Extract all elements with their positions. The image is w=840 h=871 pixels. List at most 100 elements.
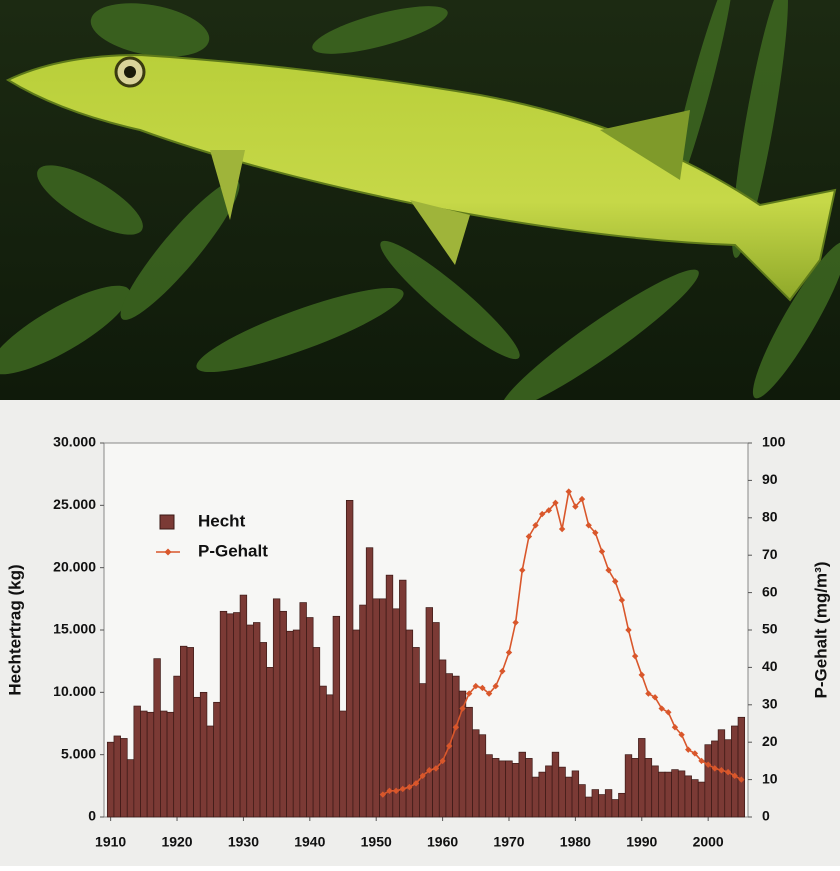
point (718, 767, 725, 774)
point (386, 787, 393, 795)
bar (126, 759, 135, 818)
bar (392, 608, 400, 818)
bar (485, 754, 493, 818)
photo (0, 0, 840, 411)
bar (511, 763, 520, 818)
bar (584, 796, 593, 818)
point (412, 780, 420, 787)
bar (160, 710, 168, 818)
legend: Hecht P-Gehalt (153, 505, 300, 569)
bar (133, 705, 141, 818)
point (711, 765, 719, 772)
fish (5, 53, 837, 302)
point (685, 746, 692, 753)
point (665, 709, 672, 716)
bar (173, 675, 181, 818)
point (651, 694, 659, 701)
bar (551, 751, 560, 818)
point (485, 690, 493, 697)
point (419, 772, 426, 780)
bar (312, 647, 321, 818)
bar (246, 624, 254, 818)
bar (199, 691, 208, 818)
bar (492, 758, 500, 818)
point (625, 626, 632, 634)
bar (664, 771, 672, 818)
point (678, 731, 685, 738)
bar (233, 612, 241, 818)
legend-box (153, 505, 300, 569)
y2-tick-label: 10 (762, 770, 778, 786)
bar (604, 789, 613, 818)
bar (299, 602, 307, 818)
bar (578, 784, 586, 818)
bar (166, 711, 175, 818)
bar (219, 610, 228, 818)
bar (419, 683, 427, 818)
bar (319, 685, 327, 818)
point (585, 522, 592, 529)
point (452, 724, 460, 731)
bar (478, 734, 487, 818)
point (612, 578, 619, 585)
point (592, 529, 599, 536)
point (572, 503, 579, 510)
leaves (0, 0, 840, 411)
bar (372, 598, 380, 818)
legend-label: P-Gehalt (198, 541, 268, 560)
point (492, 682, 499, 690)
x-tick-label: 1910 (95, 834, 126, 850)
bar (193, 696, 201, 818)
bar (272, 598, 281, 818)
bar (611, 799, 619, 818)
point (691, 750, 699, 757)
bar (213, 701, 221, 818)
bar (525, 758, 533, 818)
bar (571, 770, 580, 818)
point (399, 785, 406, 793)
bar (651, 765, 659, 818)
bar (658, 771, 666, 818)
point (704, 761, 712, 768)
bar (365, 547, 374, 818)
bar (206, 725, 214, 818)
y2-tick-label: 100 (762, 434, 786, 450)
point (552, 499, 559, 507)
x-tick-label: 1940 (294, 834, 325, 850)
bar (731, 725, 739, 818)
bar (106, 741, 115, 818)
point (724, 768, 732, 776)
point (578, 495, 586, 503)
x-tick-label: 1950 (361, 834, 392, 850)
bar (359, 604, 367, 818)
y-axis-title: Hechtertrag (kg) (5, 564, 24, 695)
bar (472, 729, 480, 818)
point (446, 742, 453, 750)
y-tick-label: 15.000 (53, 621, 96, 637)
bar (385, 574, 394, 818)
bar (638, 738, 646, 818)
y2-tick-label: 70 (762, 546, 778, 562)
y-tick-label: 20.000 (53, 558, 96, 574)
bar (186, 647, 194, 818)
x-tick-label: 1980 (560, 834, 591, 850)
point (658, 705, 665, 712)
x-tick-label: 2000 (693, 834, 724, 850)
point (465, 690, 473, 697)
bar (332, 615, 341, 818)
bar (259, 642, 268, 818)
bar (412, 647, 420, 818)
point (631, 652, 639, 660)
point (505, 649, 513, 656)
point (698, 757, 705, 765)
bar (671, 769, 679, 818)
y2-tick-label: 30 (762, 696, 778, 712)
bar (345, 499, 354, 818)
point (618, 596, 626, 604)
bar (591, 789, 599, 818)
bar (432, 622, 440, 818)
point (499, 667, 506, 675)
point (432, 765, 440, 772)
y-tick-label: 30.000 (53, 434, 96, 450)
